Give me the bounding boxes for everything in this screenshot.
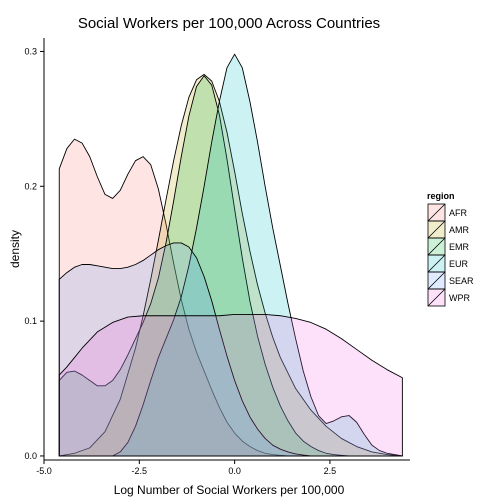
legend-label: AFR bbox=[449, 208, 468, 218]
y-tick-label: 0.3 bbox=[24, 46, 37, 56]
legend-item-sear: SEAR bbox=[427, 271, 474, 290]
density-areas bbox=[58, 53, 403, 457]
legend-label: EMR bbox=[449, 242, 470, 252]
x-tick-label: -5.0 bbox=[36, 466, 52, 476]
y-tick-label: 0.2 bbox=[24, 181, 37, 191]
legend-key-line bbox=[427, 203, 446, 222]
legend-key-line bbox=[427, 288, 446, 307]
y-axis-ticks: 0.0 0.1 0.2 0.3 bbox=[24, 46, 44, 461]
density-area-afr bbox=[58, 138, 289, 457]
legend-item-wpr: WPR bbox=[427, 288, 470, 307]
x-tick-label: 0.0 bbox=[228, 466, 241, 476]
x-axis-title: Log Number of Social Workers per 100,000 bbox=[114, 483, 345, 497]
legend-title: region bbox=[427, 191, 455, 201]
legend-label: EUR bbox=[449, 259, 469, 269]
legend: region AFR AMR EMR EUR SEAR WPR bbox=[427, 191, 474, 307]
density-area-emr bbox=[58, 75, 350, 457]
y-axis-title: density bbox=[8, 230, 22, 268]
y-tick-label: 0.0 bbox=[24, 451, 37, 461]
legend-key-line bbox=[427, 220, 446, 239]
legend-item-afr: AFR bbox=[427, 203, 468, 222]
y-tick-label: 0.1 bbox=[24, 316, 37, 326]
x-axis-ticks: -5.0 -2.5 0.0 2.5 bbox=[36, 460, 336, 476]
legend-item-emr: EMR bbox=[427, 237, 470, 256]
legend-key-line bbox=[427, 254, 446, 273]
x-tick-label: 2.5 bbox=[324, 466, 337, 476]
legend-key-line bbox=[427, 237, 446, 256]
legend-label: WPR bbox=[449, 293, 470, 303]
density-area-sear bbox=[58, 242, 312, 457]
x-tick-label: -2.5 bbox=[132, 466, 148, 476]
legend-item-eur: EUR bbox=[427, 254, 469, 273]
density-area-wpr bbox=[58, 313, 403, 457]
chart-title: Social Workers per 100,000 Across Countr… bbox=[78, 15, 380, 32]
legend-label: AMR bbox=[449, 225, 470, 235]
density-area-eur bbox=[112, 53, 403, 457]
legend-item-amr: AMR bbox=[427, 220, 470, 239]
legend-label: SEAR bbox=[449, 276, 474, 286]
legend-key-line bbox=[427, 271, 446, 290]
density-area-amr bbox=[58, 73, 403, 457]
